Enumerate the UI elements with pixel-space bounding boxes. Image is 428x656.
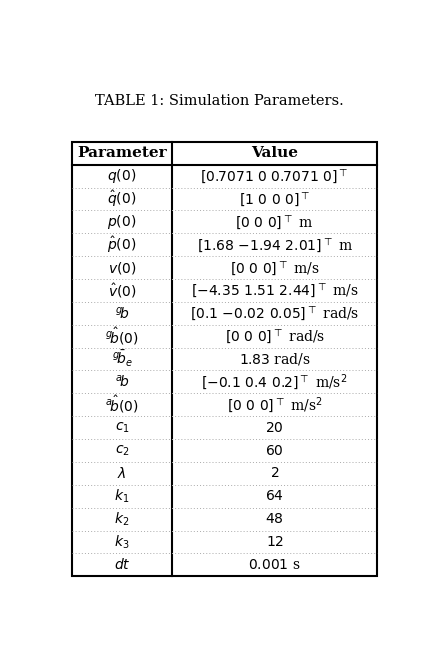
Text: $p(0)$: $p(0)$ bbox=[107, 213, 137, 231]
Text: $[0\ 0\ 0]^{\top}$ m/s$^2$: $[0\ 0\ 0]^{\top}$ m/s$^2$ bbox=[227, 395, 323, 415]
Text: $64$: $64$ bbox=[265, 489, 284, 503]
Text: $[1.68\ {-}1.94\ 2.01]^{\top}$ m: $[1.68\ {-}1.94\ 2.01]^{\top}$ m bbox=[196, 236, 353, 254]
Text: $[{-}4.35\ 1.51\ 2.44]^{\top}$ m/s: $[{-}4.35\ 1.51\ 2.44]^{\top}$ m/s bbox=[191, 281, 359, 299]
Text: $q(0)$: $q(0)$ bbox=[107, 167, 137, 185]
Text: $48$: $48$ bbox=[265, 512, 284, 526]
Text: ${}^{g}\!b$: ${}^{g}\!b$ bbox=[115, 305, 129, 321]
Text: $20$: $20$ bbox=[265, 420, 284, 435]
Text: $[0.7071\ 0\ 0.7071\ 0]^{\top}$: $[0.7071\ 0\ 0.7071\ 0]^{\top}$ bbox=[200, 167, 349, 185]
Text: $0.001$ s: $0.001$ s bbox=[248, 558, 301, 572]
Text: $k_3$: $k_3$ bbox=[114, 533, 130, 550]
Text: $60$: $60$ bbox=[265, 443, 284, 457]
Text: ${}^{g}\!\bar{b}_e$: ${}^{g}\!\bar{b}_e$ bbox=[112, 349, 133, 369]
Text: $dt$: $dt$ bbox=[114, 558, 131, 572]
Text: $[1\ 0\ 0\ 0]^{\top}$: $[1\ 0\ 0\ 0]^{\top}$ bbox=[239, 190, 310, 208]
Text: $[{-}0.1\ 0.4\ 0.2]^{\top}$ m/s$^2$: $[{-}0.1\ 0.4\ 0.2]^{\top}$ m/s$^2$ bbox=[202, 372, 348, 392]
Text: $1.83$ rad/s: $1.83$ rad/s bbox=[239, 351, 311, 367]
Text: $\hat{v}(0)$: $\hat{v}(0)$ bbox=[108, 281, 137, 300]
Text: $12$: $12$ bbox=[266, 535, 284, 549]
Text: $[0\ 0\ 0]^{\top}$ m/s: $[0\ 0\ 0]^{\top}$ m/s bbox=[230, 258, 320, 277]
Text: ${}^{a}\!\hat{b}(0)$: ${}^{a}\!\hat{b}(0)$ bbox=[105, 394, 139, 415]
Text: $[0\ 0\ 0]^{\top}$ m: $[0\ 0\ 0]^{\top}$ m bbox=[235, 213, 314, 231]
Text: $k_2$: $k_2$ bbox=[114, 510, 130, 528]
Text: $\hat{q}(0)$: $\hat{q}(0)$ bbox=[107, 189, 137, 209]
Text: $[0.1\ {-}0.02\ 0.05]^{\top}$ rad/s: $[0.1\ {-}0.02\ 0.05]^{\top}$ rad/s bbox=[190, 304, 360, 322]
Text: $c_1$: $c_1$ bbox=[115, 420, 130, 435]
Text: $2$: $2$ bbox=[270, 466, 279, 480]
Text: TABLE 1: Simulation Parameters.: TABLE 1: Simulation Parameters. bbox=[95, 94, 344, 108]
Text: $[0\ 0\ 0]^{\top}$ rad/s: $[0\ 0\ 0]^{\top}$ rad/s bbox=[225, 327, 325, 345]
Text: Parameter: Parameter bbox=[77, 146, 167, 160]
Text: $\hat{p}(0)$: $\hat{p}(0)$ bbox=[107, 235, 137, 255]
Text: $k_1$: $k_1$ bbox=[114, 487, 130, 505]
Text: $\lambda$: $\lambda$ bbox=[117, 466, 127, 481]
Text: ${}^{a}\!b$: ${}^{a}\!b$ bbox=[115, 374, 129, 390]
Text: $v(0)$: $v(0)$ bbox=[108, 260, 137, 276]
Text: $c_2$: $c_2$ bbox=[115, 443, 130, 458]
Text: Value: Value bbox=[251, 146, 298, 160]
Text: ${}^{g}\!\hat{b}(0)$: ${}^{g}\!\hat{b}(0)$ bbox=[105, 325, 139, 347]
